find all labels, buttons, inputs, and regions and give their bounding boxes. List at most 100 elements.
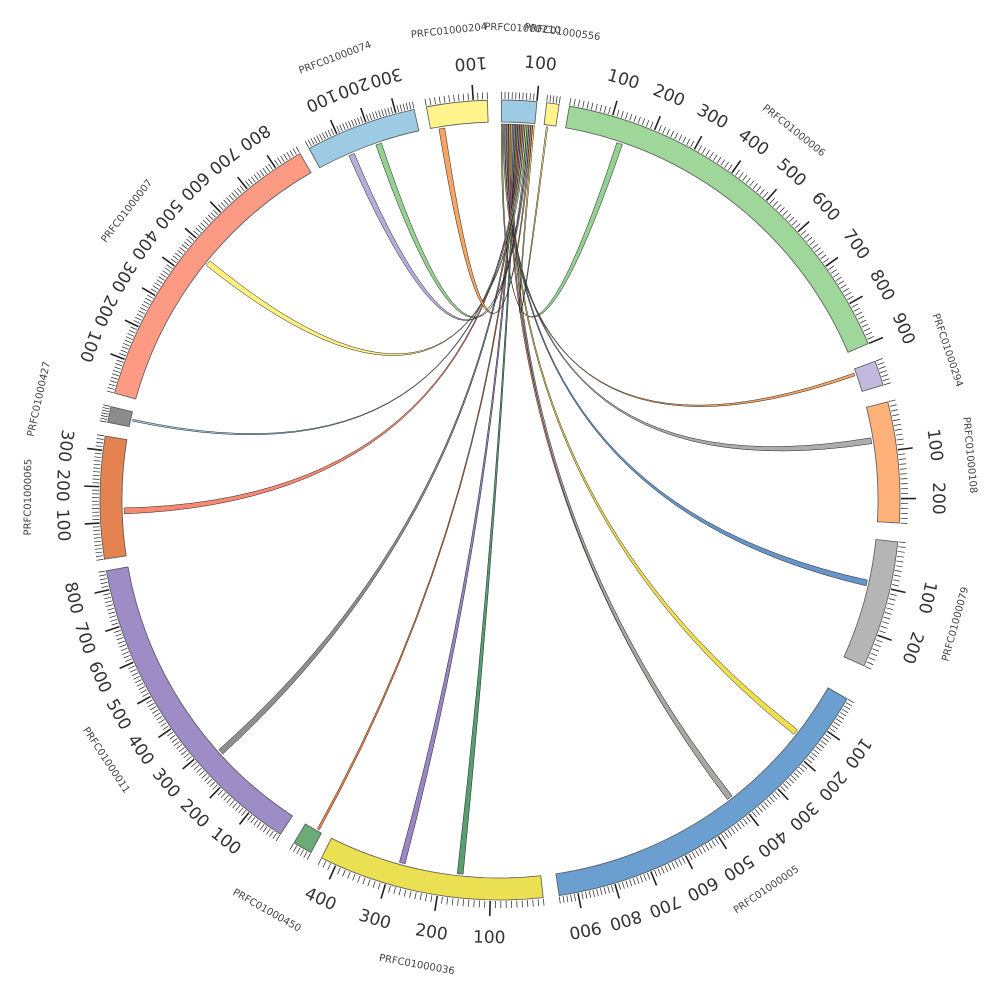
minor-tick xyxy=(388,108,390,115)
minor-tick xyxy=(207,779,212,784)
minor-tick xyxy=(237,188,242,193)
minor-tick xyxy=(193,231,198,236)
minor-tick xyxy=(142,304,148,307)
minor-tick xyxy=(194,765,199,770)
minor-tick xyxy=(410,891,412,898)
major-tick xyxy=(685,856,692,869)
minor-tick xyxy=(94,460,101,461)
minor-tick xyxy=(311,138,314,144)
minor-tick xyxy=(739,172,743,178)
minor-tick xyxy=(710,152,714,158)
minor-tick xyxy=(305,141,308,147)
minor-tick xyxy=(867,662,873,665)
minor-tick xyxy=(96,442,103,443)
minor-tick xyxy=(898,551,905,552)
minor-tick xyxy=(137,683,143,686)
minor-tick xyxy=(184,753,189,757)
minor-tick xyxy=(191,762,196,767)
tick-label: 700 xyxy=(838,226,873,264)
minor-tick xyxy=(425,894,426,901)
contig-name-label: PRFC01000294 xyxy=(930,312,965,388)
minor-tick xyxy=(269,164,273,170)
minor-tick xyxy=(297,848,300,854)
tick-label: 100 xyxy=(473,927,506,948)
minor-tick xyxy=(530,93,531,100)
minor-tick xyxy=(174,741,180,745)
minor-tick xyxy=(582,893,583,900)
minor-tick xyxy=(343,124,346,130)
contig-name-label: PRFC01000065 xyxy=(23,459,34,536)
minor-tick xyxy=(848,699,854,702)
tick-label: 100 xyxy=(52,508,74,542)
contig-block xyxy=(106,567,292,834)
minor-tick xyxy=(337,126,340,132)
minor-tick xyxy=(642,119,644,126)
minor-tick xyxy=(772,794,777,799)
minor-tick xyxy=(702,148,706,154)
minor-tick xyxy=(852,304,858,307)
minor-tick xyxy=(257,822,261,828)
tick-label: 300 xyxy=(356,905,393,933)
major-tick xyxy=(84,486,99,487)
minor-tick xyxy=(650,122,653,128)
minor-tick xyxy=(890,594,897,596)
minor-tick xyxy=(593,890,595,897)
minor-tick xyxy=(862,324,868,327)
minor-tick xyxy=(767,799,772,804)
minor-tick xyxy=(281,156,285,162)
minor-tick xyxy=(328,130,331,136)
minor-tick xyxy=(167,265,173,269)
major-tick xyxy=(238,177,247,189)
minor-tick xyxy=(823,738,829,742)
minor-tick xyxy=(783,211,788,216)
minor-tick xyxy=(794,773,799,778)
minor-tick xyxy=(308,140,311,146)
minor-tick xyxy=(838,281,844,285)
tick-label: 100 xyxy=(523,52,557,75)
major-tick xyxy=(778,789,788,800)
minor-tick xyxy=(397,105,399,112)
minor-tick xyxy=(872,649,879,652)
minor-tick xyxy=(343,870,346,876)
minor-tick xyxy=(757,186,761,191)
minor-tick xyxy=(93,468,100,469)
tick-label: 200 xyxy=(814,767,850,805)
minor-tick xyxy=(112,374,119,376)
minor-tick xyxy=(898,547,905,548)
minor-tick xyxy=(146,700,152,703)
tick-label: 800 xyxy=(236,120,274,155)
contig-ticks xyxy=(547,95,561,104)
minor-tick xyxy=(99,575,106,576)
major-tick xyxy=(826,257,838,266)
minor-tick xyxy=(894,575,901,576)
contig-PRFC01000005 xyxy=(556,688,847,896)
minor-tick xyxy=(122,652,128,655)
minor-tick xyxy=(354,119,356,126)
minor-tick xyxy=(101,586,108,588)
contig-name-label: PRFC01000036 xyxy=(378,953,455,977)
minor-tick xyxy=(589,891,591,898)
minor-tick xyxy=(818,744,824,748)
major-tick xyxy=(869,337,883,343)
minor-tick xyxy=(325,131,328,137)
minor-tick xyxy=(107,391,114,393)
minor-tick xyxy=(899,459,906,460)
minor-tick xyxy=(177,250,183,254)
minor-tick xyxy=(358,876,360,883)
minor-tick xyxy=(763,192,768,197)
minor-tick xyxy=(712,840,716,846)
minor-tick xyxy=(199,771,204,776)
minor-tick xyxy=(721,160,725,166)
minor-tick xyxy=(834,722,840,726)
minor-tick xyxy=(830,728,836,732)
major-tick xyxy=(798,222,809,232)
minor-tick xyxy=(323,861,326,867)
minor-tick xyxy=(112,623,119,625)
minor-tick xyxy=(363,878,365,885)
minor-tick xyxy=(263,827,267,833)
minor-tick xyxy=(276,835,280,841)
contig-block xyxy=(100,436,127,559)
minor-tick xyxy=(570,98,571,105)
minor-tick xyxy=(609,107,611,114)
minor-tick xyxy=(346,122,349,128)
